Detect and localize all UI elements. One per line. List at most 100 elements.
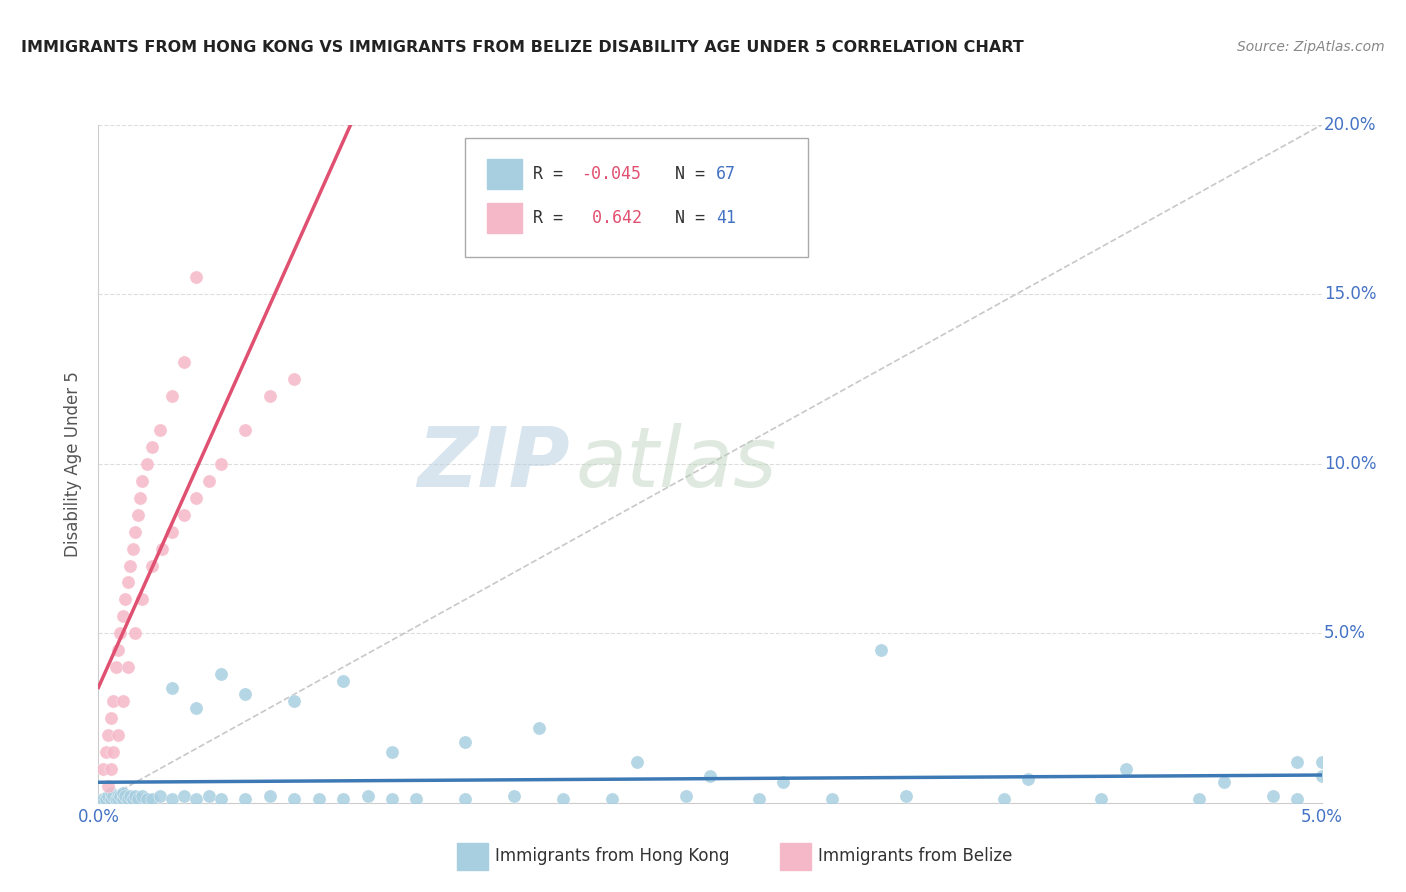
Point: [131, 474, 153, 488]
Point: [1310, 769, 1333, 783]
Point: [160, 792, 183, 806]
Point: [699, 769, 721, 783]
FancyBboxPatch shape: [488, 159, 522, 189]
Point: [283, 372, 305, 386]
Point: [141, 558, 163, 573]
Point: [748, 792, 770, 806]
Point: [1017, 772, 1039, 786]
Point: [186, 701, 208, 715]
Point: [1286, 755, 1309, 769]
Text: 67: 67: [716, 165, 737, 183]
Point: [104, 660, 127, 674]
Point: [186, 792, 208, 806]
Point: [149, 789, 172, 803]
Point: [283, 694, 305, 708]
Point: [107, 728, 129, 742]
Point: [209, 457, 232, 471]
Text: Immigrants from Belize: Immigrants from Belize: [818, 847, 1012, 865]
Point: [993, 792, 1015, 806]
Text: 20.0%: 20.0%: [1324, 116, 1376, 134]
Point: [111, 786, 134, 800]
Text: atlas: atlas: [575, 424, 778, 504]
Y-axis label: Disability Age Under 5: Disability Age Under 5: [65, 371, 83, 557]
Text: R =: R =: [533, 209, 572, 227]
Point: [110, 626, 132, 640]
Point: [527, 721, 550, 735]
Point: [111, 609, 134, 624]
Point: [97, 728, 120, 742]
Point: [894, 789, 917, 803]
Point: [332, 792, 354, 806]
Point: [131, 789, 153, 803]
Point: [173, 355, 195, 369]
Point: [173, 508, 195, 522]
Text: R =: R =: [533, 165, 572, 183]
Text: ZIP: ZIP: [416, 424, 569, 504]
Point: [107, 792, 129, 806]
Text: 5.0%: 5.0%: [1324, 624, 1367, 642]
Point: [381, 745, 404, 759]
Point: [160, 681, 183, 695]
Point: [1310, 755, 1333, 769]
Point: [233, 423, 256, 437]
Text: 10.0%: 10.0%: [1324, 455, 1376, 473]
Point: [107, 643, 129, 657]
FancyBboxPatch shape: [465, 138, 808, 257]
Point: [233, 687, 256, 701]
Point: [209, 667, 232, 681]
Point: [332, 673, 354, 688]
Text: 15.0%: 15.0%: [1324, 285, 1376, 303]
Text: 0.642: 0.642: [582, 209, 641, 227]
Text: Immigrants from Hong Kong: Immigrants from Hong Kong: [495, 847, 730, 865]
Text: N =: N =: [655, 209, 716, 227]
Point: [626, 755, 648, 769]
Point: [405, 792, 427, 806]
Point: [150, 541, 173, 556]
Point: [100, 786, 122, 800]
Point: [97, 779, 120, 793]
Point: [97, 789, 120, 803]
Point: [104, 792, 127, 806]
Point: [127, 508, 149, 522]
Point: [111, 792, 134, 806]
Point: [1286, 792, 1309, 806]
Point: [117, 660, 139, 674]
Point: [114, 789, 136, 803]
Point: [160, 524, 183, 539]
Point: [233, 792, 256, 806]
Point: [120, 558, 142, 573]
Point: [100, 792, 122, 806]
Text: N =: N =: [655, 165, 716, 183]
Point: [111, 694, 134, 708]
Point: [107, 789, 129, 803]
Point: [129, 491, 152, 505]
Point: [131, 592, 153, 607]
Point: [124, 626, 146, 640]
Point: [101, 745, 124, 759]
Point: [1090, 792, 1112, 806]
Point: [117, 575, 139, 590]
Text: -0.045: -0.045: [582, 165, 641, 183]
Point: [553, 792, 575, 806]
Point: [127, 792, 149, 806]
Point: [454, 735, 477, 749]
Point: [1115, 762, 1137, 776]
Text: Source: ZipAtlas.com: Source: ZipAtlas.com: [1237, 40, 1385, 54]
Point: [121, 541, 143, 556]
Point: [283, 792, 305, 806]
Point: [117, 792, 139, 806]
Point: [197, 474, 219, 488]
Point: [141, 440, 163, 454]
Point: [600, 792, 623, 806]
Point: [308, 792, 330, 806]
Point: [94, 745, 117, 759]
Point: [173, 789, 195, 803]
Point: [101, 694, 124, 708]
Point: [141, 792, 163, 806]
Point: [259, 789, 281, 803]
Point: [197, 789, 219, 803]
Point: [186, 270, 208, 285]
Point: [121, 792, 143, 806]
Text: IMMIGRANTS FROM HONG KONG VS IMMIGRANTS FROM BELIZE DISABILITY AGE UNDER 5 CORRE: IMMIGRANTS FROM HONG KONG VS IMMIGRANTS …: [21, 40, 1024, 55]
Point: [149, 423, 172, 437]
